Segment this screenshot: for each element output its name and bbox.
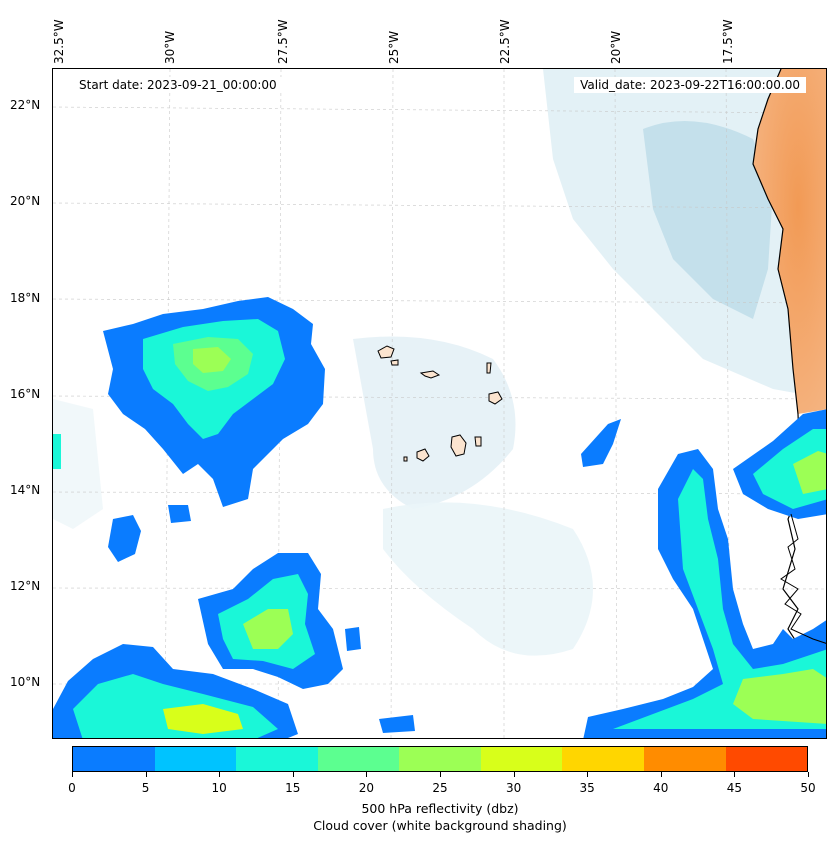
reflectivity-cell-central-south — [379, 715, 415, 733]
lon-label-27-5w: 27.5°W — [276, 19, 290, 64]
reflectivity-cell-nw-25 — [193, 347, 231, 373]
reflectivity-cell-northeast-coast-25 — [793, 451, 826, 494]
colorbar-tick-label: 40 — [653, 781, 669, 795]
colorbar-tick-mark — [219, 772, 221, 777]
lat-label-22n: 22°N — [10, 98, 41, 112]
lon-label-30w: 30°W — [163, 30, 177, 64]
colorbar-tick-mark — [72, 772, 73, 777]
start-date-label: Start date: 2023-09-21_00:00:00 — [73, 77, 283, 93]
africa-coastline-south — [780, 513, 826, 644]
colorbar-tick-label: 50 — [800, 781, 816, 795]
reflectivity-colorbar — [72, 746, 808, 772]
cloud-shading-west — [53, 399, 103, 529]
colorbar-tick-mark — [440, 772, 441, 777]
colorbar-tick-mark — [292, 772, 294, 777]
colorbar-segment — [480, 747, 563, 771]
lat-label-10n: 10°N — [10, 675, 41, 689]
colorbar-segment — [317, 747, 400, 771]
island-sao-nicolau — [419, 370, 441, 379]
colorbar-tick-label: 25 — [432, 781, 448, 795]
colorbar-segment — [73, 747, 155, 771]
cloud-shading-south — [383, 502, 593, 656]
reflectivity-cell-central-small — [345, 627, 361, 651]
colorbar-segment — [399, 747, 481, 771]
africa-coastline — [752, 69, 826, 669]
colorbar-segment — [643, 747, 726, 771]
colorbar-tick-label: 15 — [285, 781, 301, 795]
island-santo-antao — [377, 345, 395, 359]
lon-label-17-5w: 17.5°W — [721, 19, 735, 64]
valid-date-label: Valid_date: 2023-09-22T16:00:00.00 — [574, 77, 806, 93]
colorbar-tick-mark — [513, 772, 515, 777]
colorbar-label-primary: 500 hPa reflectivity (dbz) — [361, 801, 519, 816]
island-boa-vista — [488, 391, 503, 405]
colorbar-tick-label: 10 — [211, 781, 227, 795]
colorbar-tick-mark — [366, 772, 368, 777]
reflectivity-band-southwest-30 — [163, 704, 243, 734]
island-brava — [403, 456, 408, 462]
reflectivity-cell-east-25 — [733, 669, 826, 724]
colorbar-tick-label: 45 — [726, 781, 743, 795]
map-canvas — [53, 69, 826, 738]
reflectivity-cell-west-dot — [168, 505, 191, 523]
colorbar-tick-label: 20 — [358, 781, 375, 795]
reflectivity-cell-east-mid — [581, 419, 621, 467]
island-maio — [474, 436, 482, 447]
reflectivity-cell-west-small — [108, 515, 141, 562]
lat-label-16n: 16°N — [10, 387, 41, 401]
island-fogo — [416, 448, 430, 462]
lon-label-25w: 25°W — [387, 30, 401, 64]
colorbar-label-secondary: Cloud cover (white background shading) — [313, 818, 567, 833]
colorbar-tick-label: 35 — [579, 781, 595, 795]
map-panel[interactable]: Start date: 2023-09-21_00:00:00 Valid_da… — [52, 68, 827, 739]
colorbar-tick-mark — [660, 772, 662, 777]
colorbar-segment — [154, 747, 237, 771]
lon-label-22-5w: 22.5°W — [498, 19, 512, 64]
lat-label-18n: 18°N — [10, 291, 41, 305]
colorbar-segment — [562, 747, 644, 771]
colorbar-tick-label: 0 — [68, 781, 76, 795]
colorbar-tick-label: 30 — [505, 781, 522, 795]
lat-label-12n: 12°N — [10, 579, 41, 593]
reflectivity-cell-east-15 — [613, 469, 826, 729]
island-sao-vicente — [390, 359, 399, 366]
colorbar-tick-mark — [145, 772, 147, 777]
island-santiago — [450, 434, 467, 457]
colorbar-tick-label: 5 — [141, 781, 150, 795]
lat-label-14n: 14°N — [10, 483, 41, 497]
reflectivity-cell-south-25 — [243, 609, 293, 649]
africa-land-dust — [753, 69, 826, 414]
cloud-shading-central — [353, 336, 516, 509]
lon-label-32-5w: 32.5°W — [52, 19, 66, 64]
colorbar-tick-mark — [808, 772, 809, 777]
island-sal — [486, 362, 492, 374]
colorbar-tick-mark — [587, 772, 589, 777]
lon-label-20w: 20°W — [609, 30, 623, 64]
colorbar-tick-mark — [734, 772, 736, 777]
cape-verde-islands — [377, 345, 503, 462]
reflectivity-cell-far-west — [53, 434, 61, 469]
cloud-shading-northeast-core — [643, 121, 773, 319]
lat-label-20n: 20°N — [10, 194, 41, 208]
colorbar-segment — [236, 747, 318, 771]
colorbar-segment — [725, 747, 808, 771]
reflectivity-layer — [53, 297, 826, 738]
